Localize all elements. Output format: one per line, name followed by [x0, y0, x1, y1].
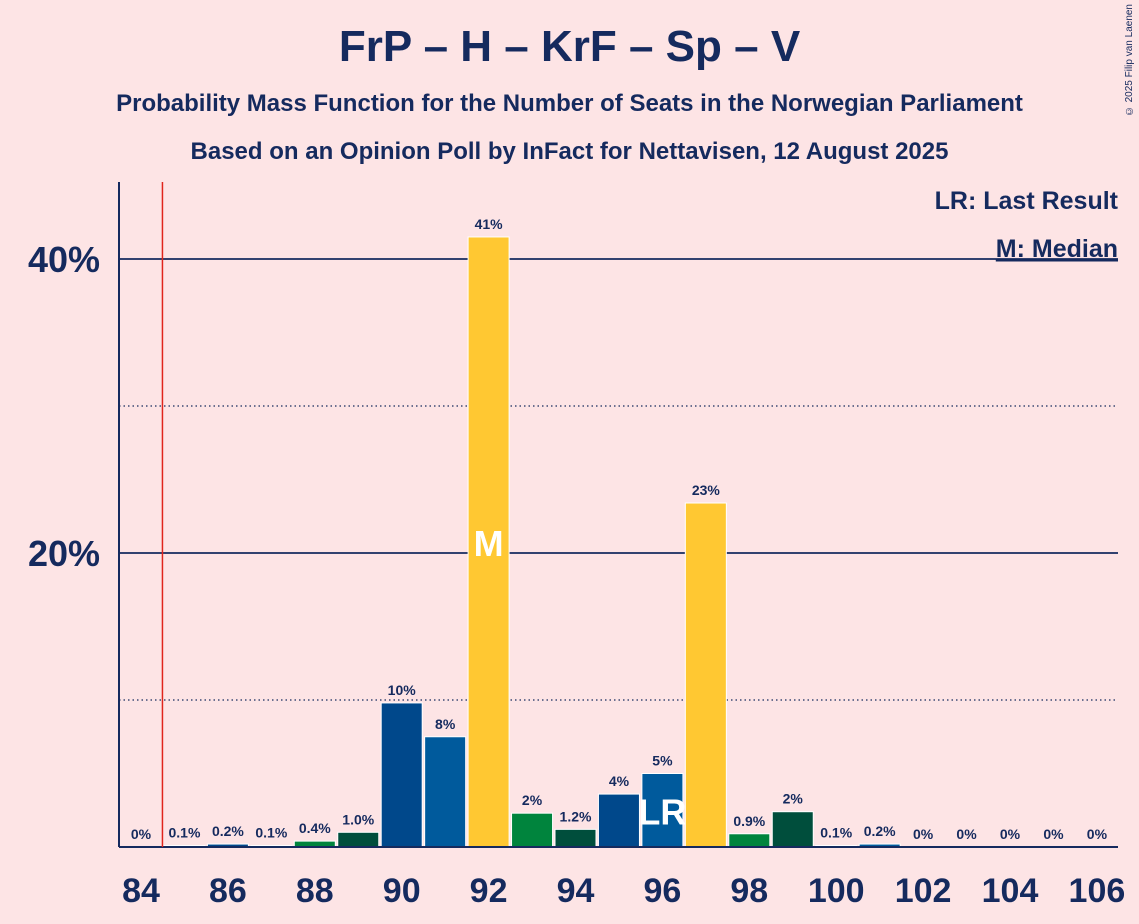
chart-subtitle-source: Based on an Opinion Poll by InFact for N… — [190, 138, 949, 165]
bar-label-94: 1.2% — [560, 808, 592, 824]
bar-seat-98 — [728, 833, 771, 848]
bar-seat-93 — [511, 812, 554, 848]
bar-label-87: 0.1% — [255, 825, 287, 841]
bar-label-86: 0.2% — [212, 823, 244, 839]
x-tick-106: 106 — [1069, 872, 1126, 910]
bar-label-97: 23% — [692, 482, 721, 498]
bar-seat-91 — [424, 736, 467, 848]
bar-label-100: 0.1% — [820, 825, 852, 841]
bar-label-93: 2% — [522, 792, 543, 808]
x-tick-98: 98 — [730, 872, 768, 910]
bar-label-96: 5% — [652, 753, 673, 769]
bar-seat-92 — [467, 236, 510, 848]
bar-label-92: 41% — [475, 216, 504, 232]
bar-label-91: 8% — [435, 716, 456, 732]
x-tick-88: 88 — [296, 872, 334, 910]
bar-seat-90 — [380, 702, 423, 848]
y-tick-20: 20% — [28, 533, 100, 574]
bar-label-99: 2% — [783, 791, 804, 807]
bar-label-89: 1.0% — [342, 811, 374, 827]
bar-seat-97 — [684, 502, 727, 848]
median-marker: M — [474, 523, 504, 564]
bar-label-106: 0% — [1087, 826, 1108, 842]
x-tick-100: 100 — [808, 872, 865, 910]
bar-seat-95 — [597, 793, 640, 848]
bar-label-98: 0.9% — [733, 813, 765, 829]
x-tick-94: 94 — [557, 872, 595, 910]
legend-last-result: LR: Last Result — [935, 187, 1119, 215]
x-tick-86: 86 — [209, 872, 247, 910]
bar-label-85: 0.1% — [168, 825, 200, 841]
legend-median: M: Median — [996, 235, 1118, 263]
bar-seat-96 — [641, 773, 684, 848]
bar-label-95: 4% — [609, 773, 630, 789]
x-tick-92: 92 — [470, 872, 508, 910]
bar-label-84: 0% — [131, 826, 152, 842]
bar-label-102: 0% — [913, 826, 934, 842]
x-tick-84: 84 — [122, 872, 160, 910]
x-tick-104: 104 — [982, 872, 1039, 910]
chart-title: FrP – H – KrF – Sp – V — [338, 22, 801, 71]
x-tick-90: 90 — [383, 872, 421, 910]
bar-seat-99 — [771, 811, 814, 848]
x-tick-96: 96 — [643, 872, 681, 910]
bar-label-88: 0.4% — [299, 820, 331, 836]
bar-label-101: 0.2% — [864, 823, 896, 839]
bar-label-103: 0% — [956, 826, 977, 842]
bar-label-105: 0% — [1043, 826, 1064, 842]
y-tick-40: 40% — [28, 239, 100, 280]
last-result-marker: LR — [638, 791, 686, 832]
bar-seat-89 — [337, 831, 380, 848]
chart-subtitle: Probability Mass Function for the Number… — [116, 90, 1023, 117]
bar-seat-94 — [554, 828, 597, 848]
x-tick-102: 102 — [895, 872, 952, 910]
bar-label-104: 0% — [1000, 826, 1021, 842]
bar-label-90: 10% — [388, 682, 417, 698]
